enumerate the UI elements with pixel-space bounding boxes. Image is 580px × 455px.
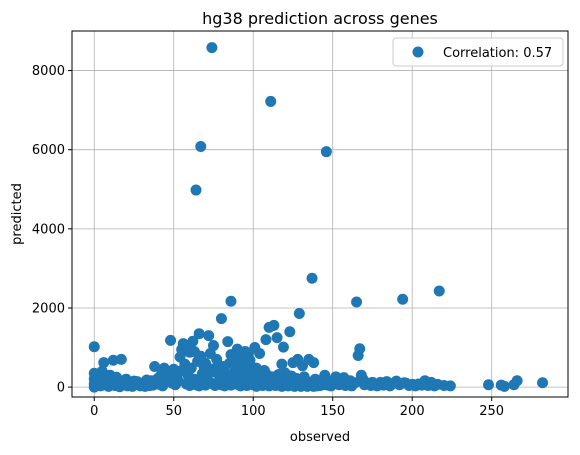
x-tick-label: 0 (90, 404, 98, 419)
data-point (260, 334, 272, 346)
data-point (115, 353, 127, 365)
data-point (88, 341, 100, 353)
data-point (308, 357, 320, 369)
data-point (511, 375, 523, 387)
legend: Correlation: 0.57 (392, 37, 564, 67)
data-point (277, 341, 289, 353)
data-point (268, 319, 280, 331)
y-tick-label: 6000 (32, 143, 65, 158)
x-tick-label: 100 (241, 404, 266, 419)
y-tick-label: 0 (57, 381, 65, 396)
data-point (204, 347, 216, 359)
x-tick-label: 50 (165, 404, 182, 419)
data-point (193, 328, 205, 340)
data-point (276, 358, 288, 370)
data-point (398, 377, 410, 389)
data-point (366, 376, 378, 388)
data-point (292, 353, 304, 365)
data-point (215, 313, 227, 325)
data-point (352, 349, 364, 361)
data-point (203, 330, 215, 342)
y-tick-label: 2000 (32, 301, 65, 316)
data-point (433, 285, 445, 297)
legend-entry: Correlation: 0.57 (443, 46, 552, 61)
data-point (242, 347, 254, 359)
data-point (180, 340, 192, 352)
data-point (206, 42, 218, 54)
data-point (222, 336, 234, 348)
data-points (88, 42, 549, 393)
x-tick-label: 150 (320, 404, 345, 419)
legend-box (392, 37, 564, 67)
y-tick-label: 8000 (32, 64, 65, 79)
legend-marker (412, 46, 424, 58)
data-point (483, 379, 495, 391)
data-point (444, 380, 456, 392)
data-point (344, 375, 356, 387)
data-point (386, 378, 398, 390)
x-axis-label: observed (290, 430, 350, 445)
data-point (231, 343, 243, 355)
plot-frame (71, 30, 569, 398)
data-point (311, 380, 323, 392)
data-point (397, 293, 409, 305)
data-point (195, 350, 207, 362)
y-tick-label: 4000 (32, 222, 65, 237)
x-tick-label: 200 (400, 404, 425, 419)
data-point (265, 95, 277, 107)
axis-ticks: 0 50 100 150 200 250 0 2000 4000 6000 8000 (32, 64, 504, 419)
data-point (271, 332, 283, 344)
data-point (319, 369, 331, 381)
chart-title: hg38 prediction across genes (202, 9, 438, 28)
data-point (320, 146, 332, 158)
data-point (293, 308, 305, 320)
x-tick-label: 250 (479, 404, 504, 419)
grid (72, 31, 568, 397)
data-point (537, 377, 549, 389)
data-point (165, 334, 177, 346)
data-point (351, 296, 363, 308)
data-point (107, 354, 119, 366)
data-point (408, 379, 420, 391)
data-point (149, 361, 161, 373)
data-point (190, 184, 202, 196)
data-point (225, 295, 237, 307)
y-axis-label: predicted (10, 183, 25, 245)
data-point (254, 347, 266, 359)
data-point (284, 326, 296, 338)
data-point (306, 272, 318, 284)
data-point (498, 380, 510, 392)
data-point (357, 373, 369, 385)
data-point (195, 141, 207, 153)
data-point (98, 357, 110, 369)
